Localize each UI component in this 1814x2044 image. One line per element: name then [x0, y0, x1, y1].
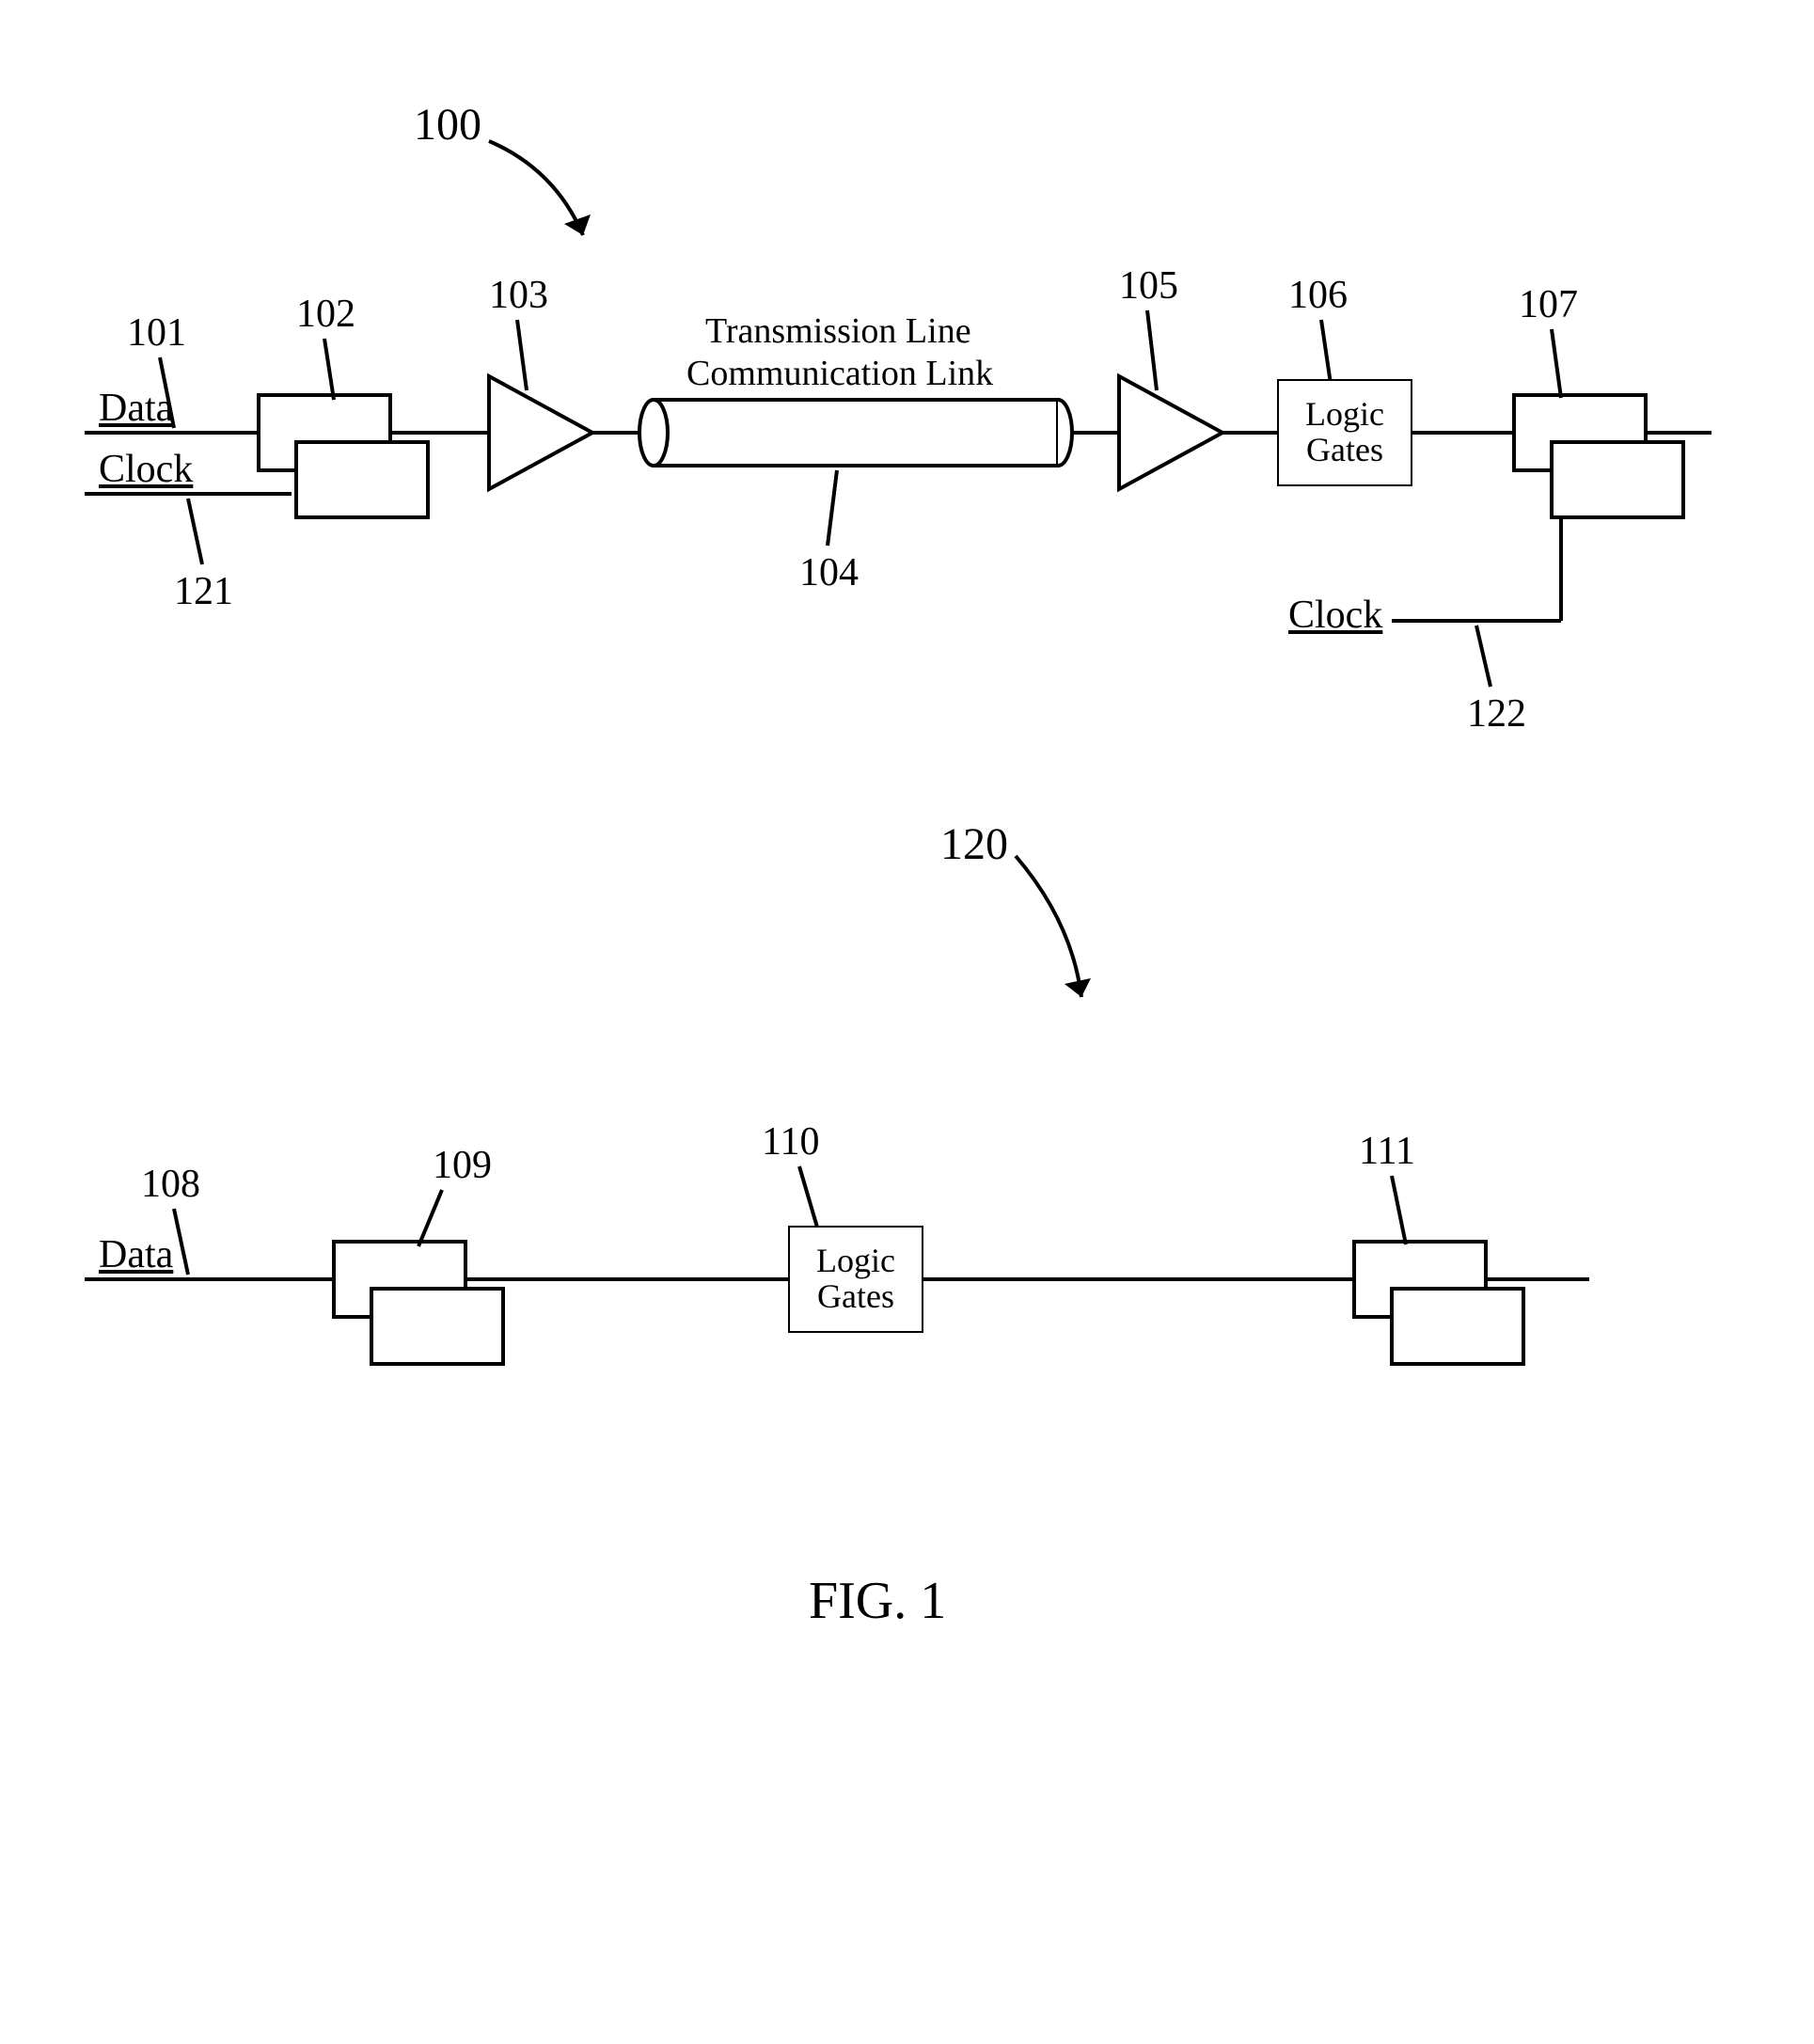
tline-left-cap	[639, 400, 668, 466]
label-101: 101	[127, 310, 186, 356]
tline-body	[654, 400, 1058, 466]
logic-110-line1: Logic	[816, 1244, 895, 1279]
figure-stage: 100 Data Clock 101 102 121 103 Transmiss…	[47, 47, 1759, 1994]
leader-109	[418, 1190, 442, 1246]
clock-in-label: Clock	[99, 447, 193, 492]
logic-106-line1: Logic	[1305, 397, 1384, 433]
label-105: 105	[1119, 263, 1178, 309]
leader-102	[324, 339, 334, 400]
label-104: 104	[799, 550, 859, 595]
leader-105	[1147, 310, 1157, 390]
logic-text-110: Logic Gates	[790, 1228, 922, 1331]
ff-107-front	[1552, 442, 1683, 517]
label-102: 102	[296, 292, 355, 337]
leader-121	[188, 499, 202, 564]
label-122: 122	[1467, 691, 1526, 737]
leader-111	[1392, 1176, 1406, 1244]
leader-108	[174, 1209, 188, 1275]
buffer-103	[489, 376, 592, 489]
label-108: 108	[141, 1162, 200, 1207]
figure-caption: FIG. 1	[809, 1571, 946, 1631]
data-label-100: Data	[99, 386, 173, 431]
leader-122	[1476, 626, 1491, 687]
leader-107	[1552, 329, 1561, 398]
label-103: 103	[489, 273, 548, 318]
logic-text-106: Logic Gates	[1279, 381, 1411, 484]
ref-arrowhead-100	[564, 214, 591, 235]
leader-104	[828, 470, 837, 546]
ff-102-front	[296, 442, 428, 517]
ff-109-front	[371, 1289, 503, 1364]
label-121: 121	[174, 569, 233, 614]
buffer-105	[1119, 376, 1222, 489]
ref-arc-120	[1016, 856, 1081, 997]
label-106: 106	[1288, 273, 1348, 318]
tline-right-cap	[1058, 400, 1072, 466]
ref-label-120: 120	[940, 818, 1008, 870]
logic-110-line2: Gates	[817, 1279, 894, 1315]
ff-111-front	[1392, 1289, 1523, 1364]
label-111: 111	[1359, 1129, 1415, 1174]
tline-text-2: Communication Link	[686, 353, 993, 394]
leader-106	[1321, 320, 1331, 384]
ref-arc-100	[489, 141, 583, 235]
leader-103	[517, 320, 527, 390]
clock-out-label: Clock	[1288, 593, 1382, 638]
tline-text-1: Transmission Line	[705, 310, 971, 352]
label-109: 109	[433, 1143, 492, 1188]
leader-110	[799, 1166, 818, 1230]
ref-arrowhead-120	[1065, 978, 1091, 997]
data-label-120: Data	[99, 1232, 173, 1277]
label-107: 107	[1519, 282, 1578, 327]
ref-label-100: 100	[414, 99, 481, 151]
label-110: 110	[762, 1119, 819, 1165]
logic-106-line2: Gates	[1306, 433, 1383, 468]
